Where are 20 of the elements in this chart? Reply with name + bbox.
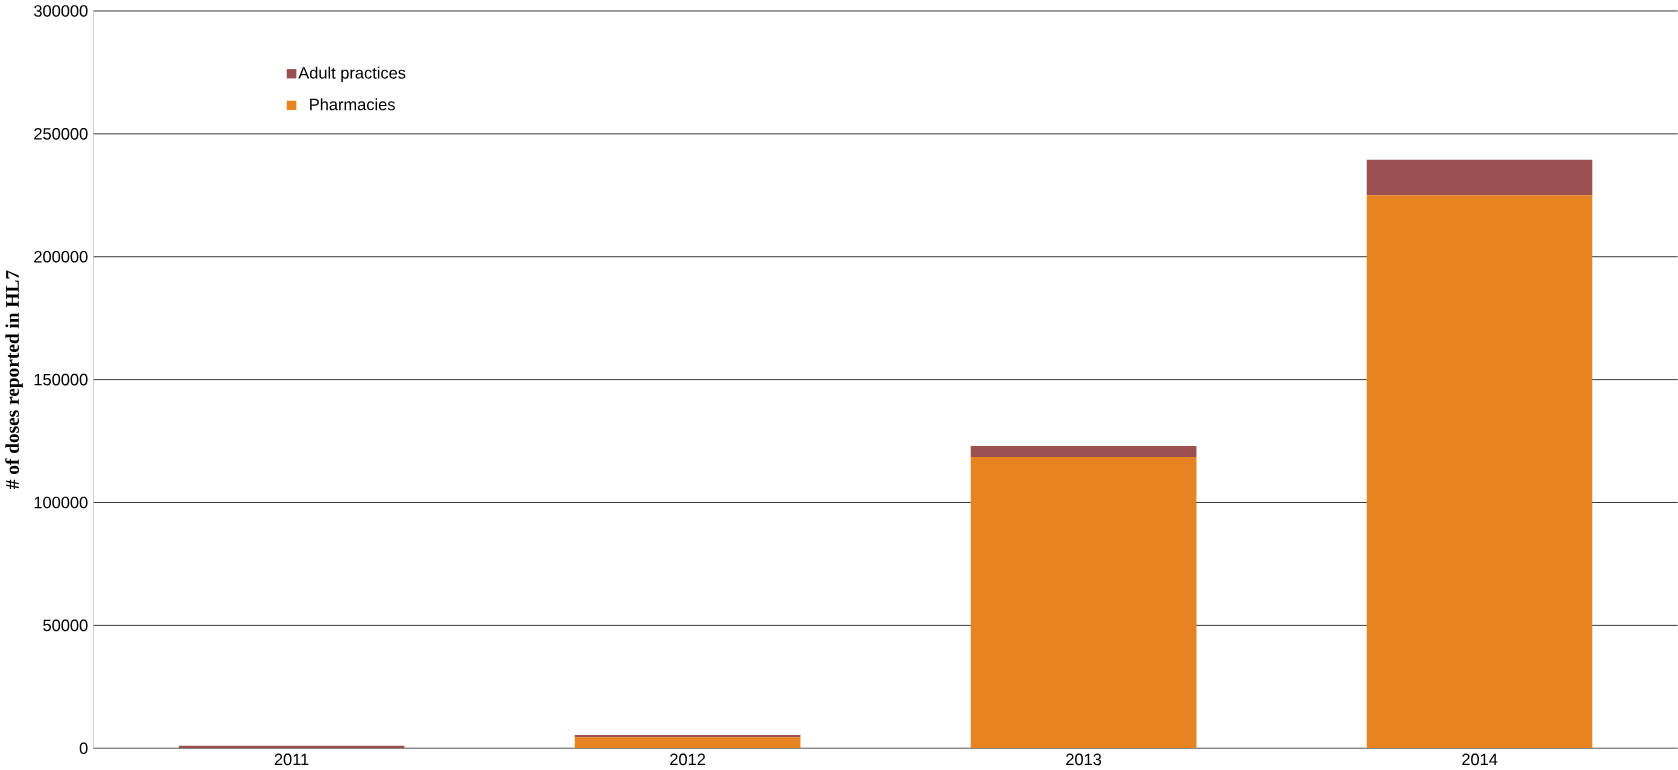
y-tick-label: 50000 (43, 619, 88, 632)
y-tick-label: 100000 (34, 496, 88, 509)
bar (1366, 159, 1593, 196)
y-tick-label: 200000 (34, 250, 88, 263)
legend-label: Adult practices (298, 66, 406, 82)
bar (574, 734, 801, 738)
x-tick-label: 2014 (1462, 753, 1498, 766)
y-tick-label: 300000 (34, 4, 88, 17)
legend-label: Pharmacies (310, 98, 395, 111)
bar (970, 456, 1197, 749)
bar (970, 445, 1197, 457)
y-tick-label: 250000 (34, 127, 88, 140)
y-tick-label: 0 (79, 742, 88, 754)
bar (574, 737, 801, 749)
bar (1366, 195, 1593, 749)
y-axis-title: # of doses reported in HL7 (5, 270, 23, 489)
x-tick-label: 2013 (1066, 753, 1102, 766)
y-tick-label: 150000 (34, 373, 88, 386)
x-tick-label: 2012 (670, 753, 706, 766)
x-tick-label: 2011 (274, 753, 309, 766)
